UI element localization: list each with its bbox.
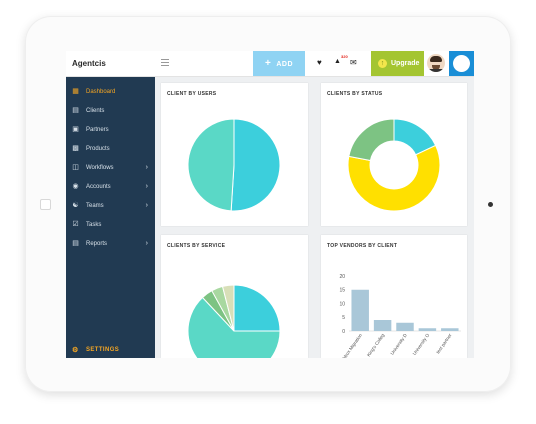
card-top-vendors-by-client: TOP VENDORS BY CLIENT 0 5 10 15 20 Blackbox M… [321,235,467,358]
chart-title: CLIENTS BY STATUS [327,91,383,97]
y-tick-label-1: 5 [342,315,345,321]
teams-icon: ☯ [72,202,79,209]
menu-toggle-icon[interactable] [161,59,169,67]
user-avatar[interactable] [427,54,445,72]
sidebar-item-reports[interactable]: ▤ Reports › [66,236,155,253]
top-bar: Agentcis + ADD ♥ ▲ 320 ✉ ↑ Upgrade [66,51,474,77]
x-tick-label-1: King's Colleg [366,332,386,357]
y-tick-label-2: 10 [339,301,345,307]
sidebar-item-clients[interactable]: ▤ Clients [66,103,155,120]
partners-icon: ▣ [72,126,79,133]
sidebar-item-partners[interactable]: ▣ Partners [66,122,155,139]
pie-slice-1[interactable] [347,144,441,212]
x-tick-label-0: Blackbox Migration [337,332,364,358]
card-clients-by-service: CLIENTS BY SERVICE [161,235,308,358]
y-tick-label-4: 20 [339,274,345,280]
notification-count: 320 [341,54,348,59]
card-client-by-users: CLIENT BY USERS [161,83,308,226]
home-button[interactable] [40,199,51,210]
mail-icon[interactable]: ✉ [350,58,357,67]
x-tick-label-4: test partner [435,332,453,354]
sidebar-item-label: Partners [86,127,109,133]
bar-1[interactable] [373,320,392,331]
clients-by-status-chart [347,118,441,212]
products-icon: ▩ [72,145,79,152]
sidebar-item-workflows[interactable]: ◫ Workflows › [66,160,155,177]
pie-slice-0[interactable] [230,118,281,212]
bar-0[interactable] [351,289,369,331]
brand-name[interactable]: Agentcis [72,59,106,68]
team-icon [453,55,470,72]
chevron-right-icon: › [145,240,148,247]
pie-slice-4[interactable] [221,284,235,332]
chart-title: CLIENTS BY SERVICE [167,243,226,249]
card-clients-by-status: CLIENTS BY STATUS [321,83,467,226]
sidebar-item-label: Reports [86,241,108,247]
pie-slice-1[interactable] [187,296,281,358]
camera [488,202,493,207]
chevron-right-icon: › [145,202,148,209]
bar-4[interactable] [441,328,459,331]
gear-icon: ⚙ [72,347,79,354]
dashboard-icon: ▦ [72,88,79,95]
sidebar-item-label: Dashboard [86,89,116,95]
upgrade-label: Upgrade [391,60,420,67]
sidebar-item-teams[interactable]: ☯ Teams › [66,198,155,215]
sidebar-item-accounts[interactable]: ◉ Accounts › [66,179,155,196]
sidebar-item-label: Accounts [86,184,111,190]
app-screen: Agentcis + ADD ♥ ▲ 320 ✉ ↑ Upgrade ▦ Dashbo… [66,51,474,358]
bar-2[interactable] [396,322,414,331]
sidebar-item-label: Clients [86,108,105,114]
bell-icon[interactable]: ▲ [334,58,341,65]
sidebar-item-label: Products [86,146,110,152]
chart-title: CLIENT BY USERS [167,91,217,97]
x-tick-label-3: University O [412,332,431,356]
workflows-icon: ◫ [72,164,79,171]
sidebar-item-label: Teams [86,203,104,209]
x-tick-label-2: University D [390,332,409,356]
tasks-icon: ☑ [72,221,79,228]
sidebar-item-label: Tasks [86,222,102,228]
add-button-label: ADD [276,61,293,68]
sidebar-item-label: Workflows [86,165,114,171]
settings-label: SETTINGS [86,347,120,353]
upgrade-button[interactable]: ↑ Upgrade [371,51,424,76]
pie-slice-2[interactable] [348,118,395,162]
sidebar: ▦ Dashboard ▤ Clients ▣ Partners ▩ Products … [66,77,155,358]
plus-icon: + [264,58,272,69]
upgrade-icon: ↑ [378,58,387,68]
add-button[interactable]: + ADD [253,51,305,76]
y-tick-label-3: 15 [339,288,345,294]
pie-slice-1[interactable] [187,118,235,212]
clients-by-service-chart [187,284,281,358]
chevron-right-icon: › [145,183,148,190]
client-by-users-chart [187,118,281,212]
sidebar-item-tasks[interactable]: ☑ Tasks [66,217,155,234]
heart-icon[interactable]: ♥ [317,58,322,67]
reports-icon: ▤ [72,240,79,247]
accounts-icon: ◉ [72,183,79,190]
team-button[interactable] [449,51,474,76]
sidebar-item-settings[interactable]: ⚙ SETTINGS [66,342,155,358]
sidebar-item-dashboard[interactable]: ▦ Dashboard [66,84,155,101]
y-tick-label-0: 0 [342,329,345,335]
chart-title: TOP VENDORS BY CLIENT [327,243,398,249]
sidebar-item-products[interactable]: ▩ Products [66,141,155,158]
pie-slice-0[interactable] [233,284,281,332]
bar-3[interactable] [418,328,437,331]
chevron-right-icon: › [145,164,148,171]
clients-icon: ▤ [72,107,79,114]
